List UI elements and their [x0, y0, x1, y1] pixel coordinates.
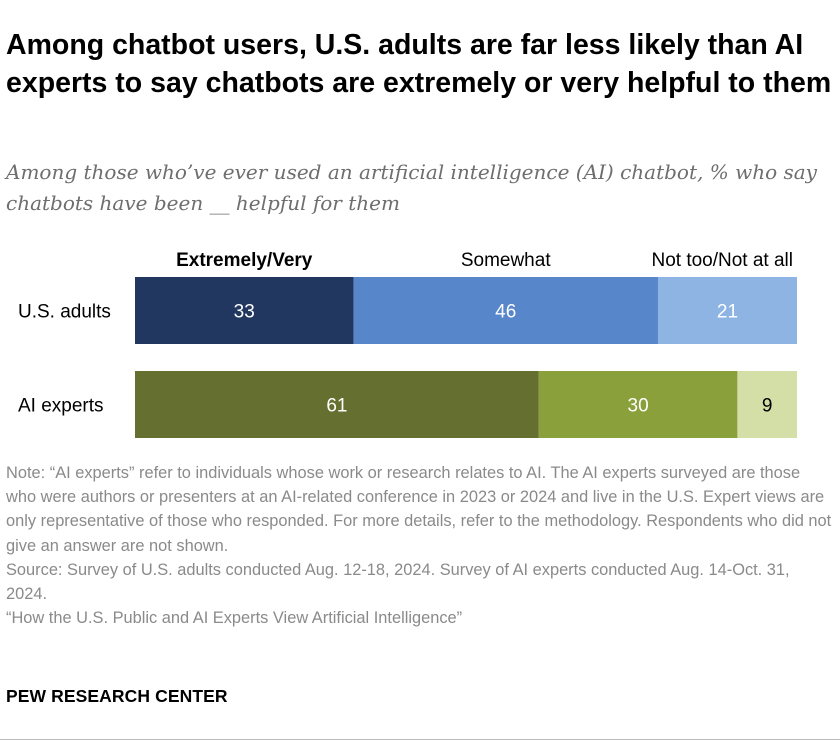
stacked-bar-chart: Extremely/Very Somewhat Not too/Not at all… [18, 250, 797, 438]
legend-extremely-very: Extremely/Very [176, 250, 313, 271]
note-text: Note: “AI experts” refer to individuals … [6, 464, 832, 555]
data-label: 30 [628, 396, 649, 417]
data-label: 46 [495, 302, 516, 323]
bar-segment [657, 277, 797, 344]
source-text: Source: Survey of U.S. adults conducted … [6, 560, 790, 604]
data-label: 61 [326, 396, 347, 417]
legend-somewhat: Somewhat [461, 250, 551, 271]
category-label: U.S. adults [18, 302, 111, 323]
bottom-divider [0, 739, 840, 740]
data-label: 33 [234, 302, 255, 323]
bar-segment [737, 371, 797, 438]
bar-segment [353, 277, 658, 344]
legend-not-too-not-at-all: Not too/Not at all [651, 250, 793, 271]
bar-segment [135, 277, 354, 344]
category-label: AI experts [18, 396, 104, 417]
organization-name: PEW RESEARCH CENTER [6, 686, 228, 706]
bar-segment [538, 371, 738, 438]
data-label: 21 [717, 302, 738, 323]
chart-notes: Note: “AI experts” refer to individuals … [6, 461, 832, 630]
chart-subtitle: Among those who’ve ever used an artifici… [6, 160, 817, 215]
report-title-text: “How the U.S. Public and AI Experts View… [6, 609, 463, 628]
chart-title: Among chatbot users, U.S. adults are far… [6, 29, 832, 99]
bar-segment [135, 371, 539, 438]
data-label: 9 [762, 396, 773, 417]
